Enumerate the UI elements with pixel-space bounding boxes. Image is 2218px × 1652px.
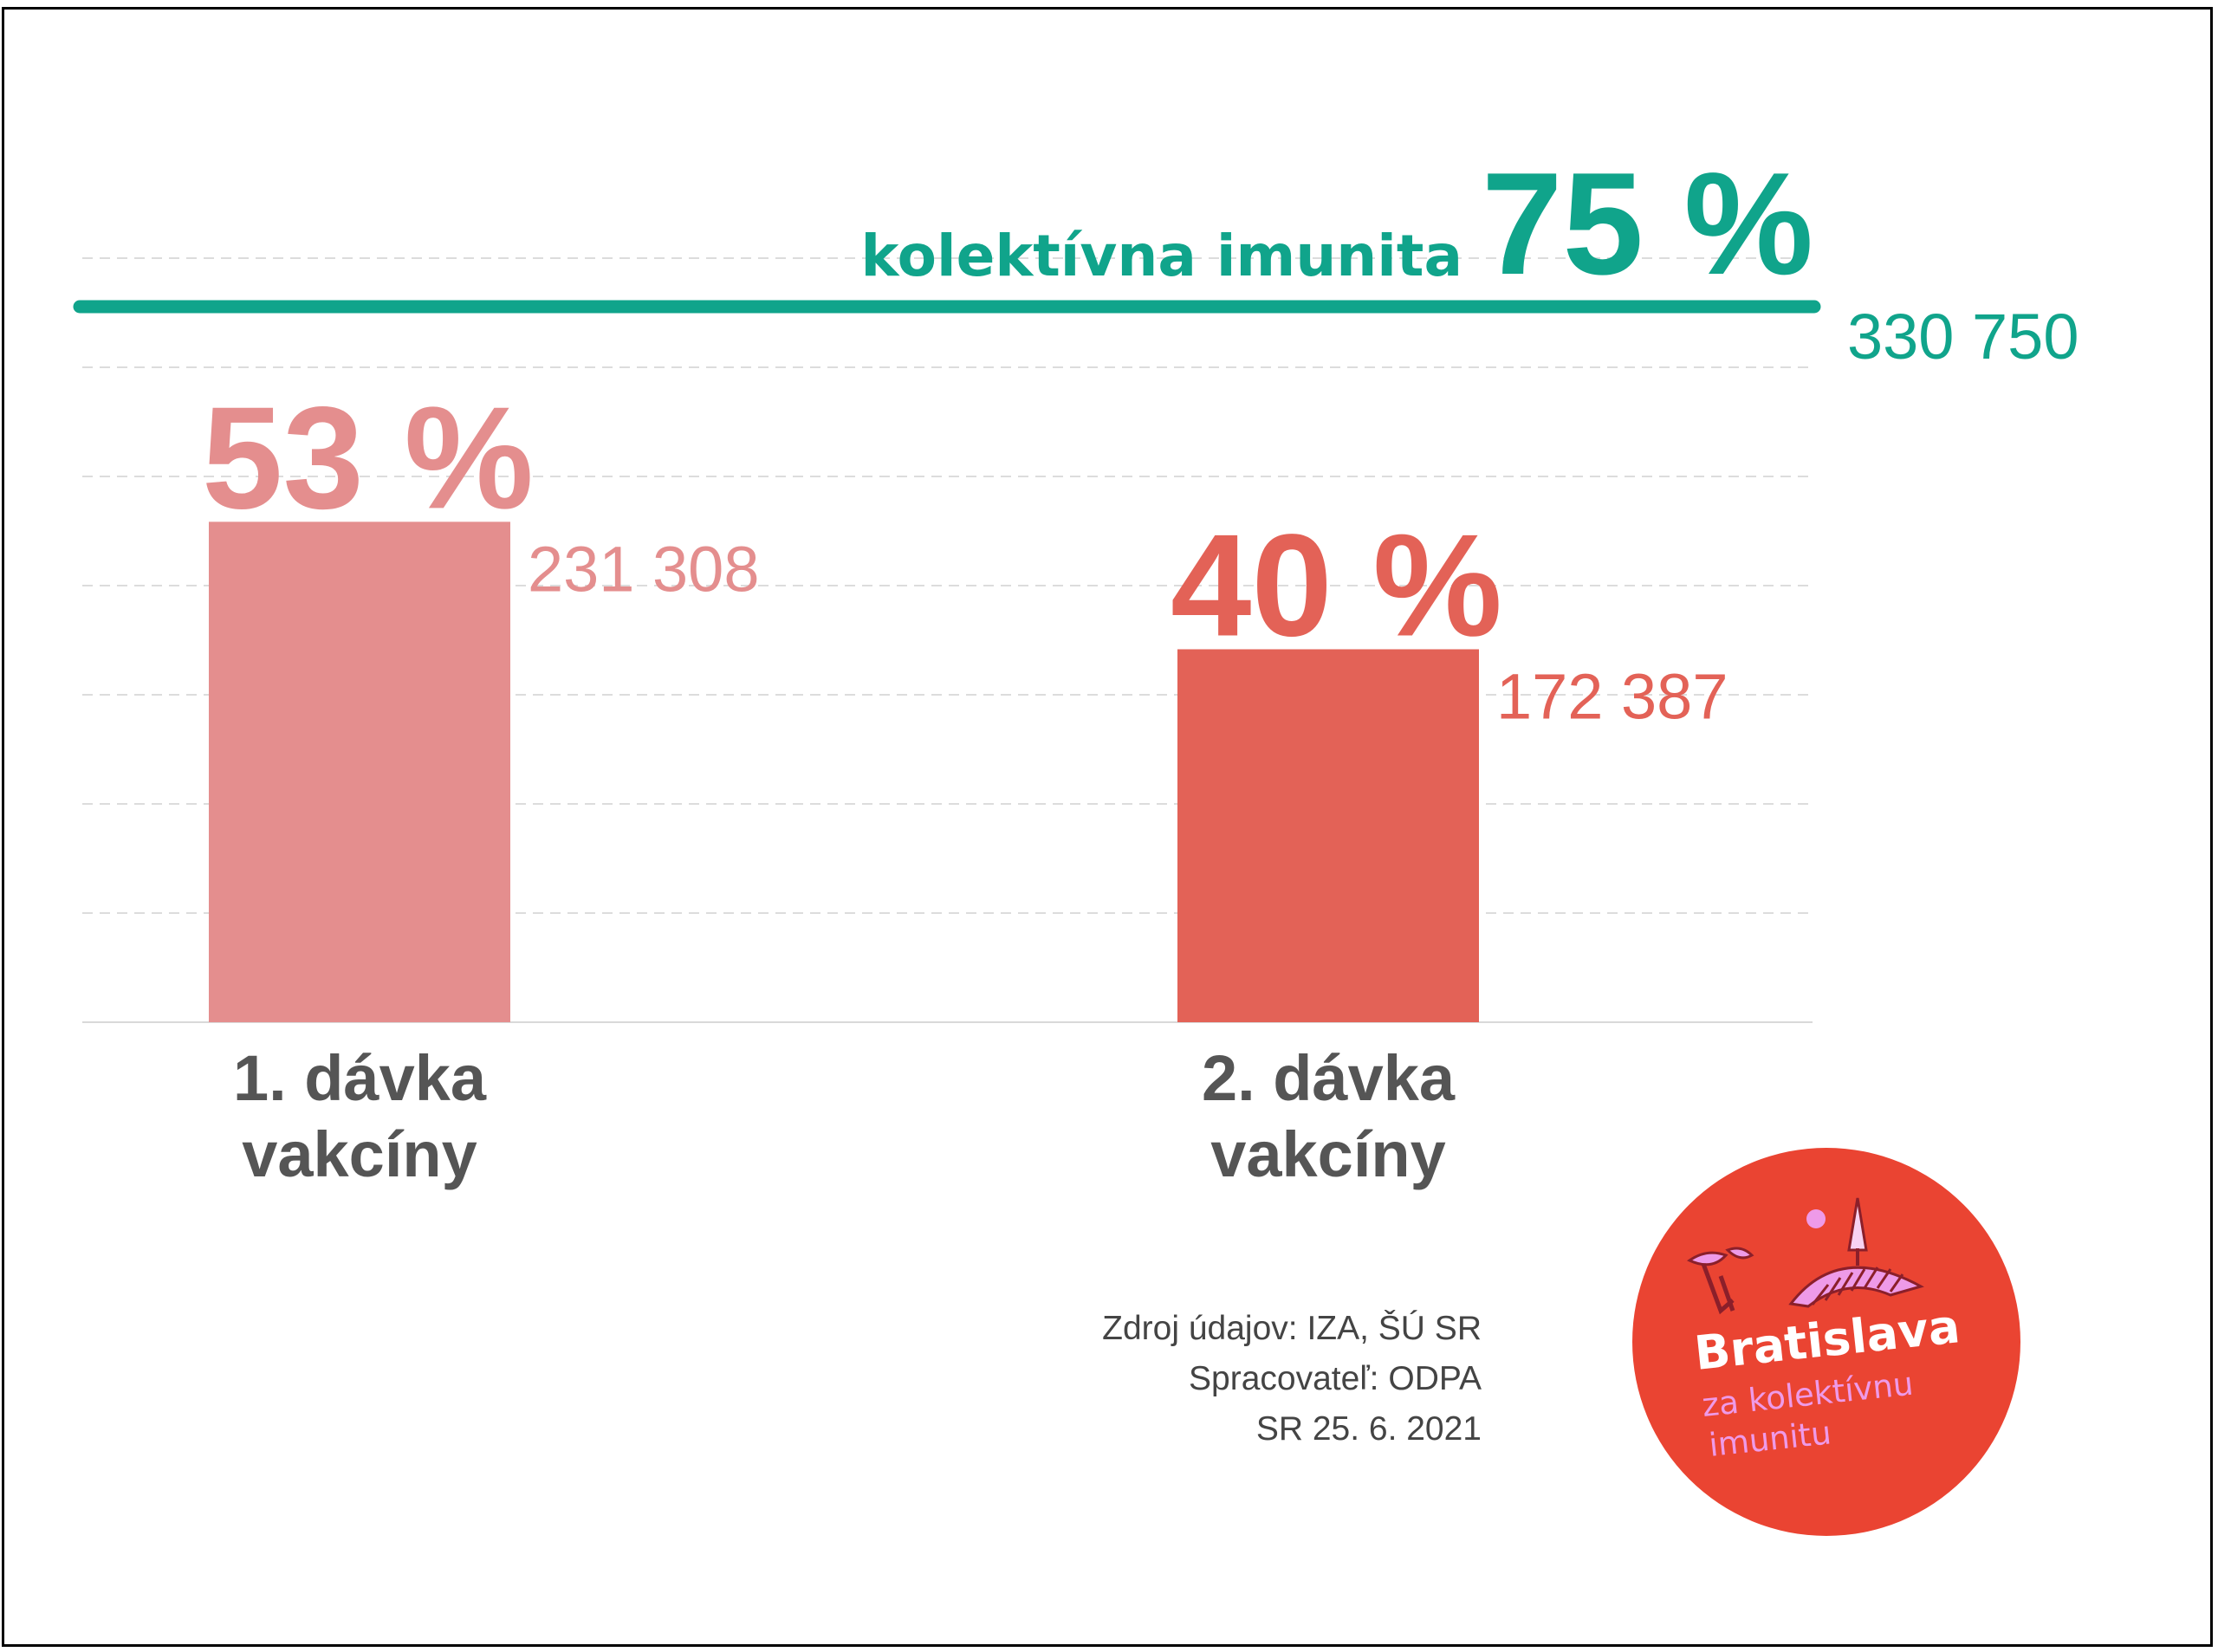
- bar-percent-label: 40 %: [1171, 503, 1502, 666]
- source-note: Zdroj údajov: IZA, ŠÚ SR Spracovateľ: OD…: [1102, 1304, 1482, 1454]
- target-line-group: kolektívna imunita 75 % 330 750: [73, 142, 2079, 373]
- category-label: vakcíny: [1210, 1118, 1446, 1190]
- date-line: SR 25. 6. 2021: [1255, 1410, 1482, 1448]
- gridlines: [82, 257, 1813, 914]
- category-label: 2. dávka: [1202, 1042, 1456, 1114]
- bar-percent-label: 53 %: [202, 376, 534, 539]
- bars: [209, 522, 1479, 1022]
- bar-value-label: 172 387: [1496, 660, 1728, 732]
- processor-line: Spracovateľ: ODPA: [1189, 1360, 1482, 1397]
- badge-circle: [1632, 1148, 2020, 1536]
- chart-frame: [2, 7, 2213, 1647]
- target-label: kolektívna imunita: [860, 223, 1462, 289]
- bar: [1177, 649, 1479, 1022]
- category-label: vakcíny: [242, 1118, 477, 1190]
- bar-labels: 53 %231 308 40 %172 387: [202, 376, 1728, 732]
- target-value-label: 330 750: [1847, 301, 2079, 373]
- source-line: Zdroj údajov: IZA, ŠÚ SR: [1102, 1310, 1482, 1347]
- city-skyline-icon: [1686, 1197, 1924, 1315]
- target-percent-label: 75 %: [1482, 142, 1813, 305]
- bar-value-label: 231 308: [528, 533, 760, 605]
- bratislava-badge: Bratislava za kolektívnu imunitu: [1632, 1148, 2020, 1536]
- category-label: 1. dávka: [233, 1042, 487, 1114]
- bar: [209, 522, 510, 1022]
